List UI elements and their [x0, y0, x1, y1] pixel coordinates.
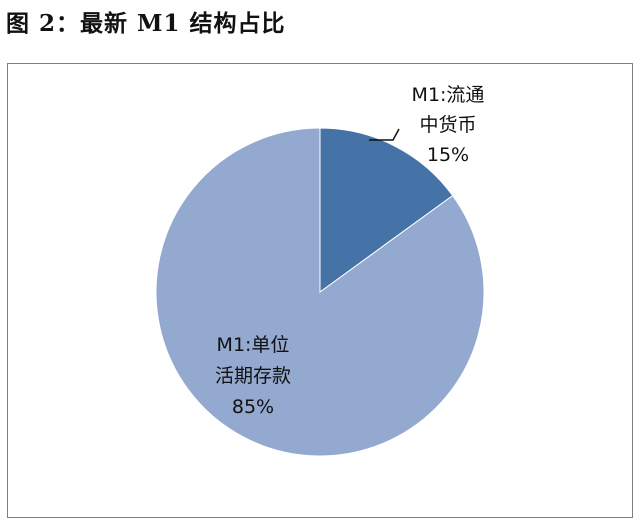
slice-label-2: M1:单位活期存款 85%	[215, 334, 291, 418]
pie-chart: M1:流通中货币 15% M1:单位活期存款 85%	[155, 84, 485, 457]
figure-title: 图 2：最新 M1 结构占比	[6, 10, 286, 37]
pie-slice-2	[155, 127, 485, 457]
slice-label-1-line-2: 中货币	[419, 114, 476, 136]
leader-line-1	[369, 128, 400, 141]
slice-label-1-line-1: M1:流通	[412, 84, 485, 106]
pie-slice-1	[319, 127, 454, 293]
slice-label-2-line-3: 85%	[232, 396, 274, 418]
slice-label-1-line-3: 15%	[427, 144, 469, 166]
leader-lines	[369, 128, 400, 141]
slice-label-2-line-2: 活期存款	[215, 365, 291, 387]
slice-label-1: M1:流通中货币 15%	[412, 84, 485, 166]
slice-label-2-line-1: M1:单位	[217, 334, 290, 356]
slice-labels: M1:流通中货币 15% M1:单位活期存款 85%	[215, 84, 484, 418]
pie-chart-frame: M1:流通中货币 15% M1:单位活期存款 85%	[7, 63, 633, 518]
pie-slices	[155, 127, 485, 457]
